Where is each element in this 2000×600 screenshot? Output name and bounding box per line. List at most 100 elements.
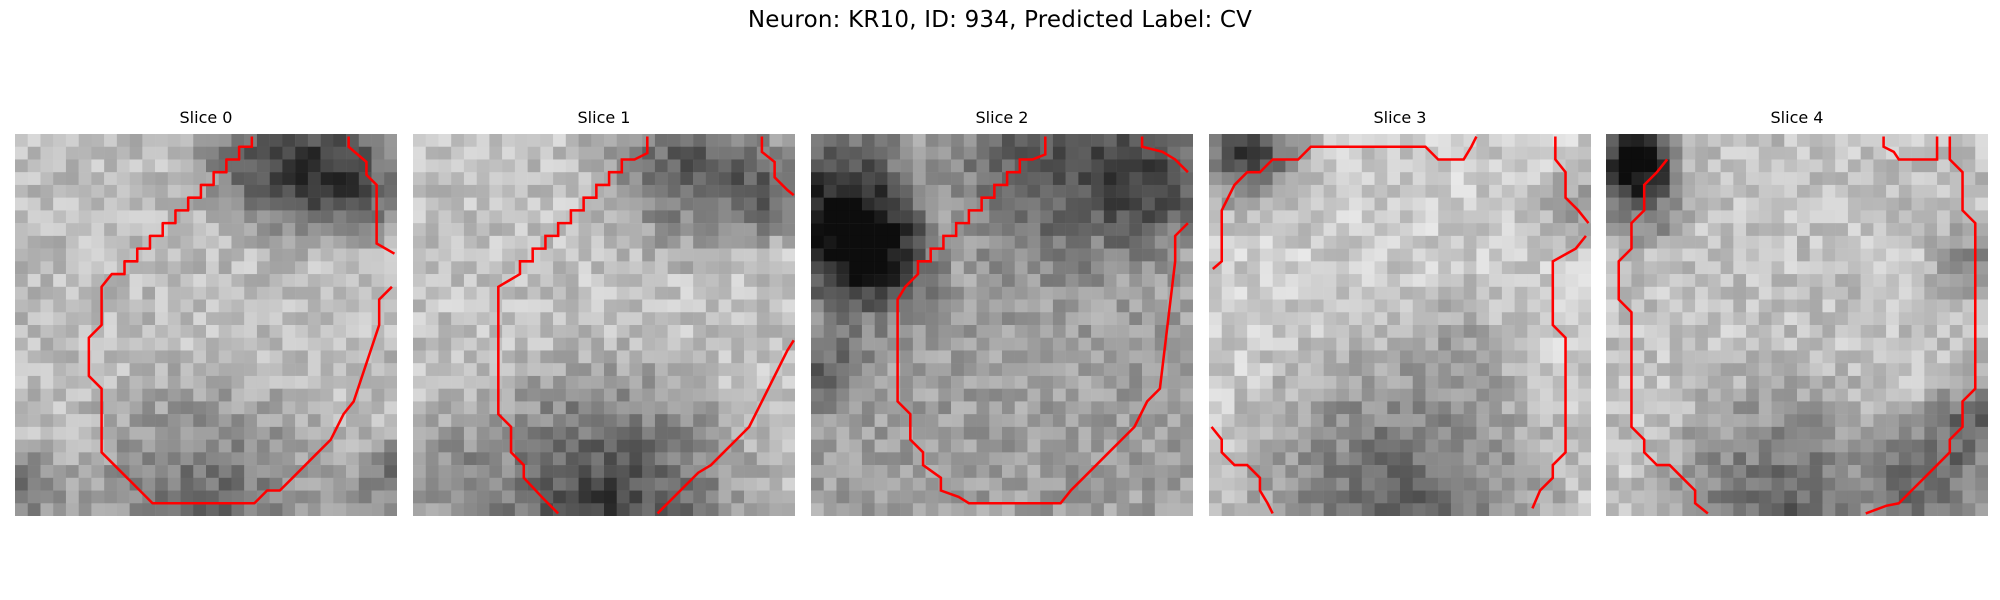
pixel xyxy=(244,235,258,249)
pixel xyxy=(1669,388,1683,402)
pixel xyxy=(1272,401,1286,415)
pixel xyxy=(1387,312,1401,326)
pixel xyxy=(15,503,28,516)
pixel xyxy=(53,299,67,313)
pixel xyxy=(1527,477,1541,491)
pixel xyxy=(206,350,219,364)
pixel xyxy=(514,159,528,173)
pixel xyxy=(142,426,156,440)
pixel xyxy=(371,184,385,198)
pixel xyxy=(823,261,837,275)
pixel xyxy=(1720,452,1734,466)
pixel xyxy=(1937,477,1951,491)
pixel xyxy=(1886,375,1900,389)
pixel xyxy=(206,197,219,211)
pixel xyxy=(1758,223,1772,237)
pixel xyxy=(413,261,426,275)
pixel xyxy=(951,465,965,479)
pixel xyxy=(938,286,952,300)
pixel xyxy=(1898,388,1912,402)
pixel xyxy=(565,414,579,428)
pixel xyxy=(1682,452,1696,466)
pixel xyxy=(142,465,156,479)
pixel xyxy=(769,274,783,288)
pixel xyxy=(654,325,668,338)
pixel xyxy=(1606,388,1619,402)
pixel xyxy=(1234,235,1248,249)
pixel xyxy=(1298,197,1312,211)
pixel xyxy=(782,503,795,516)
pixel xyxy=(565,223,579,237)
pixel xyxy=(693,286,707,300)
pixel xyxy=(951,325,965,338)
pixel xyxy=(1606,375,1619,389)
pixel xyxy=(1578,184,1591,198)
pixel xyxy=(282,503,296,516)
pixel xyxy=(1489,439,1503,453)
pixel xyxy=(1860,439,1874,453)
pixel xyxy=(1221,159,1235,173)
pixel xyxy=(155,248,169,262)
pixel xyxy=(1578,337,1591,351)
pixel xyxy=(1501,337,1515,351)
pixel xyxy=(295,490,309,504)
pixel xyxy=(451,197,465,211)
pixel xyxy=(1873,286,1887,300)
pixel xyxy=(654,286,668,300)
pixel xyxy=(1578,235,1591,249)
pixel xyxy=(320,261,334,275)
pixel xyxy=(1898,159,1912,173)
pixel xyxy=(1565,172,1579,186)
pixel xyxy=(744,388,758,402)
pixel xyxy=(861,248,875,262)
pixel xyxy=(358,210,372,224)
pixel xyxy=(1809,452,1823,466)
pixel xyxy=(1758,274,1772,288)
pixel xyxy=(616,375,630,389)
pixel xyxy=(693,312,707,326)
pixel xyxy=(1886,401,1900,415)
pixel xyxy=(413,235,426,249)
pixel xyxy=(1746,248,1760,262)
pixel xyxy=(1259,286,1273,300)
pixel xyxy=(951,159,965,173)
pixel xyxy=(1002,299,1015,313)
pixel xyxy=(1298,503,1312,516)
pixel xyxy=(989,248,1003,262)
pixel xyxy=(1091,414,1105,428)
pixel xyxy=(1552,414,1566,428)
pixel xyxy=(540,388,554,402)
pixel xyxy=(1746,197,1760,211)
pixel xyxy=(1349,172,1363,186)
pixel xyxy=(1949,248,1963,262)
pixel xyxy=(1949,274,1963,288)
pixel xyxy=(1310,134,1324,147)
pixel xyxy=(823,388,837,402)
pixel xyxy=(874,426,888,440)
pixel xyxy=(489,452,503,466)
pixel xyxy=(1272,184,1286,198)
pixel xyxy=(358,337,372,351)
pixel xyxy=(346,477,360,491)
pixel xyxy=(1501,248,1515,262)
pixel xyxy=(989,261,1003,275)
pixel xyxy=(65,299,79,313)
pixel xyxy=(244,274,258,288)
pixel xyxy=(1797,235,1810,249)
pixel xyxy=(1733,172,1747,186)
pixel xyxy=(231,439,245,453)
pixel xyxy=(1209,503,1222,516)
pixel xyxy=(231,210,245,224)
pixel xyxy=(849,452,863,466)
pixel xyxy=(1065,375,1079,389)
pixel xyxy=(1618,312,1632,326)
pixel xyxy=(27,312,41,326)
pixel xyxy=(731,490,745,504)
pixel xyxy=(451,375,465,389)
pixel xyxy=(1129,401,1143,415)
pixel xyxy=(1578,261,1591,275)
pixel xyxy=(578,261,592,275)
pixel xyxy=(142,477,156,491)
pixel xyxy=(129,337,143,351)
pixel xyxy=(1065,312,1079,326)
